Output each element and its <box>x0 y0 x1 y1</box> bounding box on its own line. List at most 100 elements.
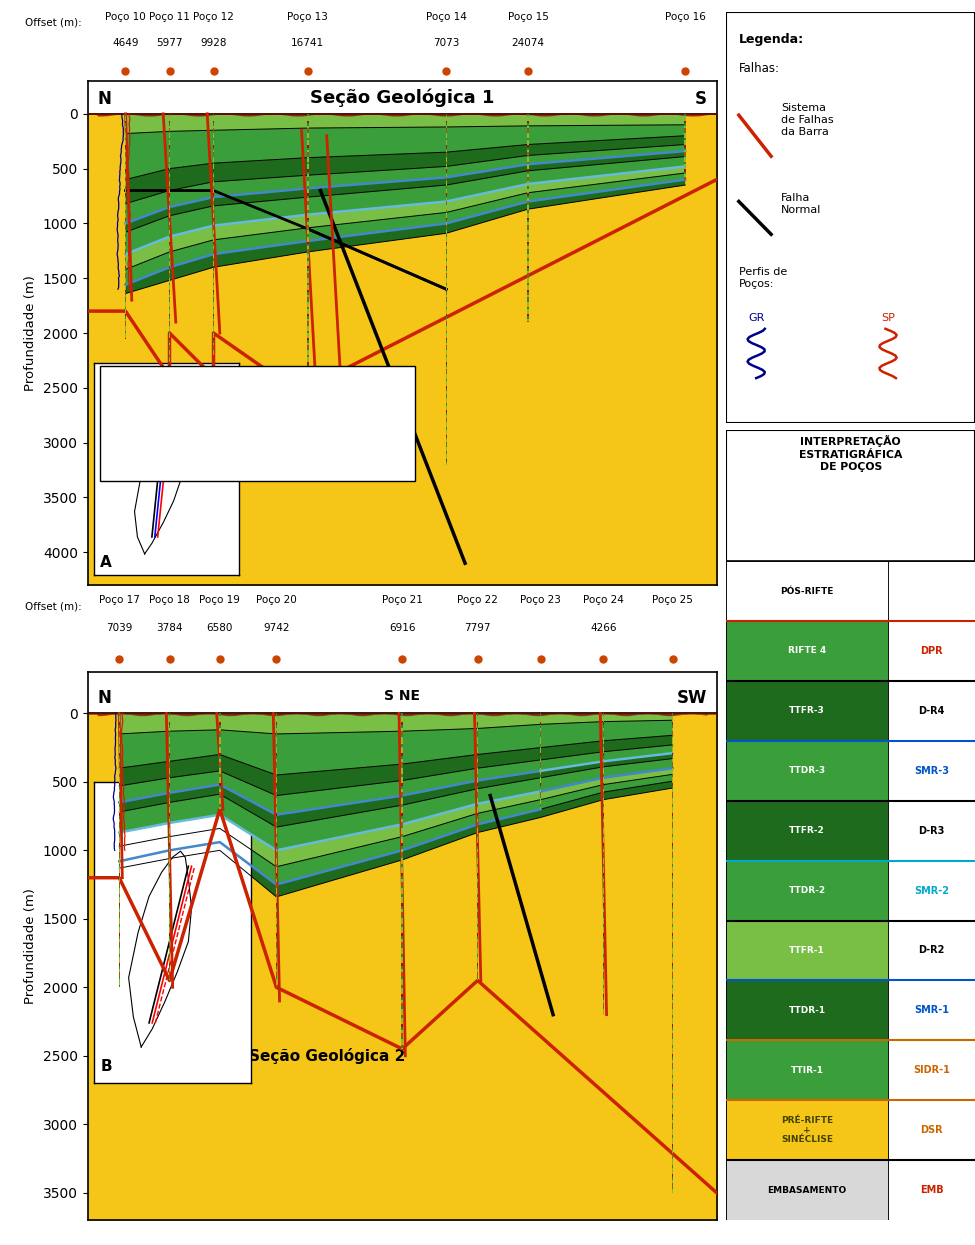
Bar <box>603 858 604 862</box>
Bar <box>213 311 214 314</box>
Bar <box>219 720 220 722</box>
Bar <box>169 845 171 849</box>
Bar <box>477 768 479 771</box>
Bar <box>603 996 604 1000</box>
Bar <box>446 290 447 293</box>
Bar <box>402 930 403 934</box>
Bar <box>169 218 171 220</box>
Bar <box>219 789 220 792</box>
Bar <box>446 342 447 345</box>
Bar <box>125 237 126 239</box>
Bar <box>446 268 447 270</box>
Bar <box>672 1093 674 1096</box>
Text: Falha
Normal: Falha Normal <box>781 193 822 215</box>
Bar <box>213 304 214 306</box>
Bar <box>402 777 403 779</box>
Bar <box>307 357 308 360</box>
Bar <box>446 442 447 444</box>
Bar <box>726 1101 888 1160</box>
Bar <box>603 903 604 906</box>
Bar <box>125 261 126 264</box>
Bar <box>276 930 277 934</box>
Bar <box>307 391 308 393</box>
Bar <box>446 187 447 188</box>
Bar <box>119 852 120 855</box>
Bar <box>213 244 214 247</box>
Bar <box>169 339 171 340</box>
Bar <box>276 840 277 843</box>
Bar <box>125 227 126 229</box>
Bar <box>119 924 120 928</box>
Bar <box>119 722 120 726</box>
Bar <box>527 295 528 298</box>
Bar <box>307 205 308 208</box>
Bar <box>446 259 447 261</box>
Bar <box>446 444 447 447</box>
Bar <box>169 179 171 182</box>
Bar <box>446 118 447 121</box>
Bar <box>446 141 447 143</box>
Bar <box>477 779 479 783</box>
Bar <box>684 159 685 162</box>
Bar <box>402 801 403 804</box>
Bar <box>125 251 126 254</box>
Bar <box>402 898 403 900</box>
Bar <box>672 792 674 794</box>
Bar <box>169 970 171 972</box>
Bar <box>402 1017 403 1021</box>
Bar <box>446 461 447 463</box>
Bar <box>307 249 308 251</box>
Bar <box>888 741 975 801</box>
Bar <box>672 1053 674 1057</box>
Bar <box>169 915 171 919</box>
Bar <box>603 994 604 996</box>
Bar <box>477 752 479 756</box>
Bar <box>213 162 214 164</box>
Bar <box>307 208 308 210</box>
Bar <box>276 972 277 976</box>
Bar <box>446 162 447 164</box>
Bar <box>888 1101 975 1160</box>
Bar <box>169 813 171 815</box>
Bar <box>527 167 528 169</box>
Bar <box>119 845 120 849</box>
Bar <box>307 339 308 340</box>
Bar <box>213 116 214 118</box>
Bar <box>125 254 126 256</box>
Bar <box>446 149 447 152</box>
Bar <box>672 1150 674 1153</box>
Bar <box>446 449 447 452</box>
Bar <box>684 152 685 154</box>
Bar <box>446 430 447 432</box>
Bar <box>672 994 674 996</box>
Bar <box>672 768 674 771</box>
Text: 6580: 6580 <box>207 624 233 634</box>
Bar <box>527 300 528 301</box>
Bar <box>446 234 447 237</box>
Bar <box>684 157 685 159</box>
Bar <box>446 370 447 372</box>
Bar <box>684 146 685 148</box>
Bar <box>307 300 308 301</box>
Bar <box>119 966 120 970</box>
Bar <box>446 242 447 244</box>
Bar <box>672 876 674 879</box>
Text: TTDR-3: TTDR-3 <box>789 766 826 776</box>
Bar <box>402 852 403 855</box>
Bar <box>603 749 604 752</box>
Bar <box>119 713 120 716</box>
Bar <box>446 131 447 133</box>
Bar <box>402 919 403 921</box>
Bar <box>169 747 171 749</box>
Bar <box>402 845 403 849</box>
Bar <box>119 955 120 957</box>
Bar <box>307 121 308 123</box>
Bar <box>169 960 171 964</box>
Text: Falhas:: Falhas: <box>739 62 780 75</box>
Bar <box>219 762 220 764</box>
Bar <box>169 749 171 752</box>
Bar <box>672 928 674 930</box>
Bar <box>402 921 403 924</box>
Bar <box>603 737 604 741</box>
Bar <box>169 789 171 792</box>
